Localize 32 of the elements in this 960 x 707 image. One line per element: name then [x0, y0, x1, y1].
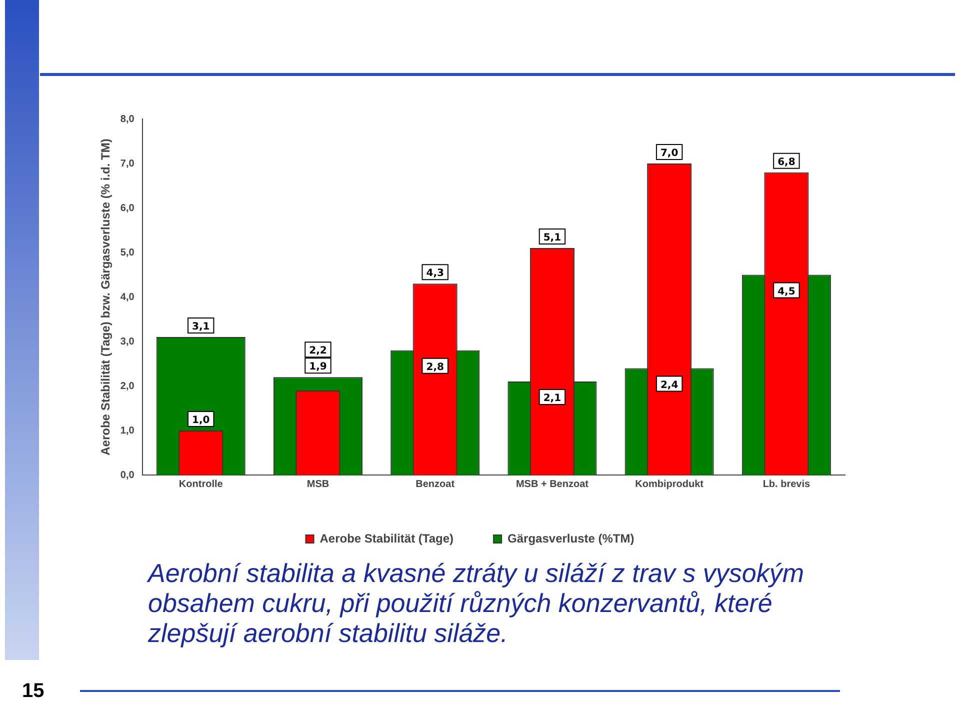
x-tick-label: MSB: [306, 478, 330, 490]
legend-label: Gärgasverluste (%TM): [508, 531, 634, 546]
data-label: 3,1: [192, 322, 210, 333]
data-label: 2,1: [543, 393, 562, 404]
x-tick-label: Benzoat: [416, 478, 456, 490]
legend-label: Aerobe Stabilität (Tage): [320, 531, 454, 546]
y-axis-title: Aerobe Stabilität (Tage) bzw. Gärgasverluste (% i.d. TM): [98, 138, 113, 456]
y-tick-label: 8,0: [120, 114, 135, 125]
data-label: 2,8: [426, 362, 444, 373]
data-label: 2,2: [309, 346, 327, 357]
data-label: 2,4: [660, 380, 678, 391]
y-tick-label: 2,0: [120, 380, 135, 392]
text: 15: [22, 680, 44, 703]
data-label: 6,8: [778, 156, 796, 168]
data-label: 4,5: [778, 286, 796, 298]
y-tick-label: 6,0: [120, 202, 135, 214]
y-tick-label: 3,0: [120, 336, 135, 348]
y-tick-label: 1,0: [120, 425, 135, 436]
y-tick-label: 5,0: [120, 247, 135, 258]
data-label: 1,0: [192, 415, 210, 426]
x-tick-label: Kontrolle: [178, 478, 224, 490]
text: Aerobní stabilita a kvasné ztráty u siláží z trav s vysokým obsahem cukru, při použití různých konzervantů, které zlepšují aerobní stabilitu siláže.: [148, 558, 806, 648]
data-label: 5,1: [543, 232, 562, 244]
x-tick-label: Lb. brevis: [762, 478, 810, 490]
y-tick-label: 7,0: [120, 158, 135, 170]
y-tick-label: 4,0: [120, 292, 135, 303]
y-tick-label: 0,0: [120, 470, 135, 481]
data-label: 1,9: [309, 362, 327, 373]
x-tick-label: Kombiprodukt: [635, 478, 704, 490]
x-tick-label: MSB + Benzoat: [516, 478, 590, 490]
data-label: 4,3: [426, 268, 444, 280]
data-label: 7,0: [660, 148, 678, 160]
